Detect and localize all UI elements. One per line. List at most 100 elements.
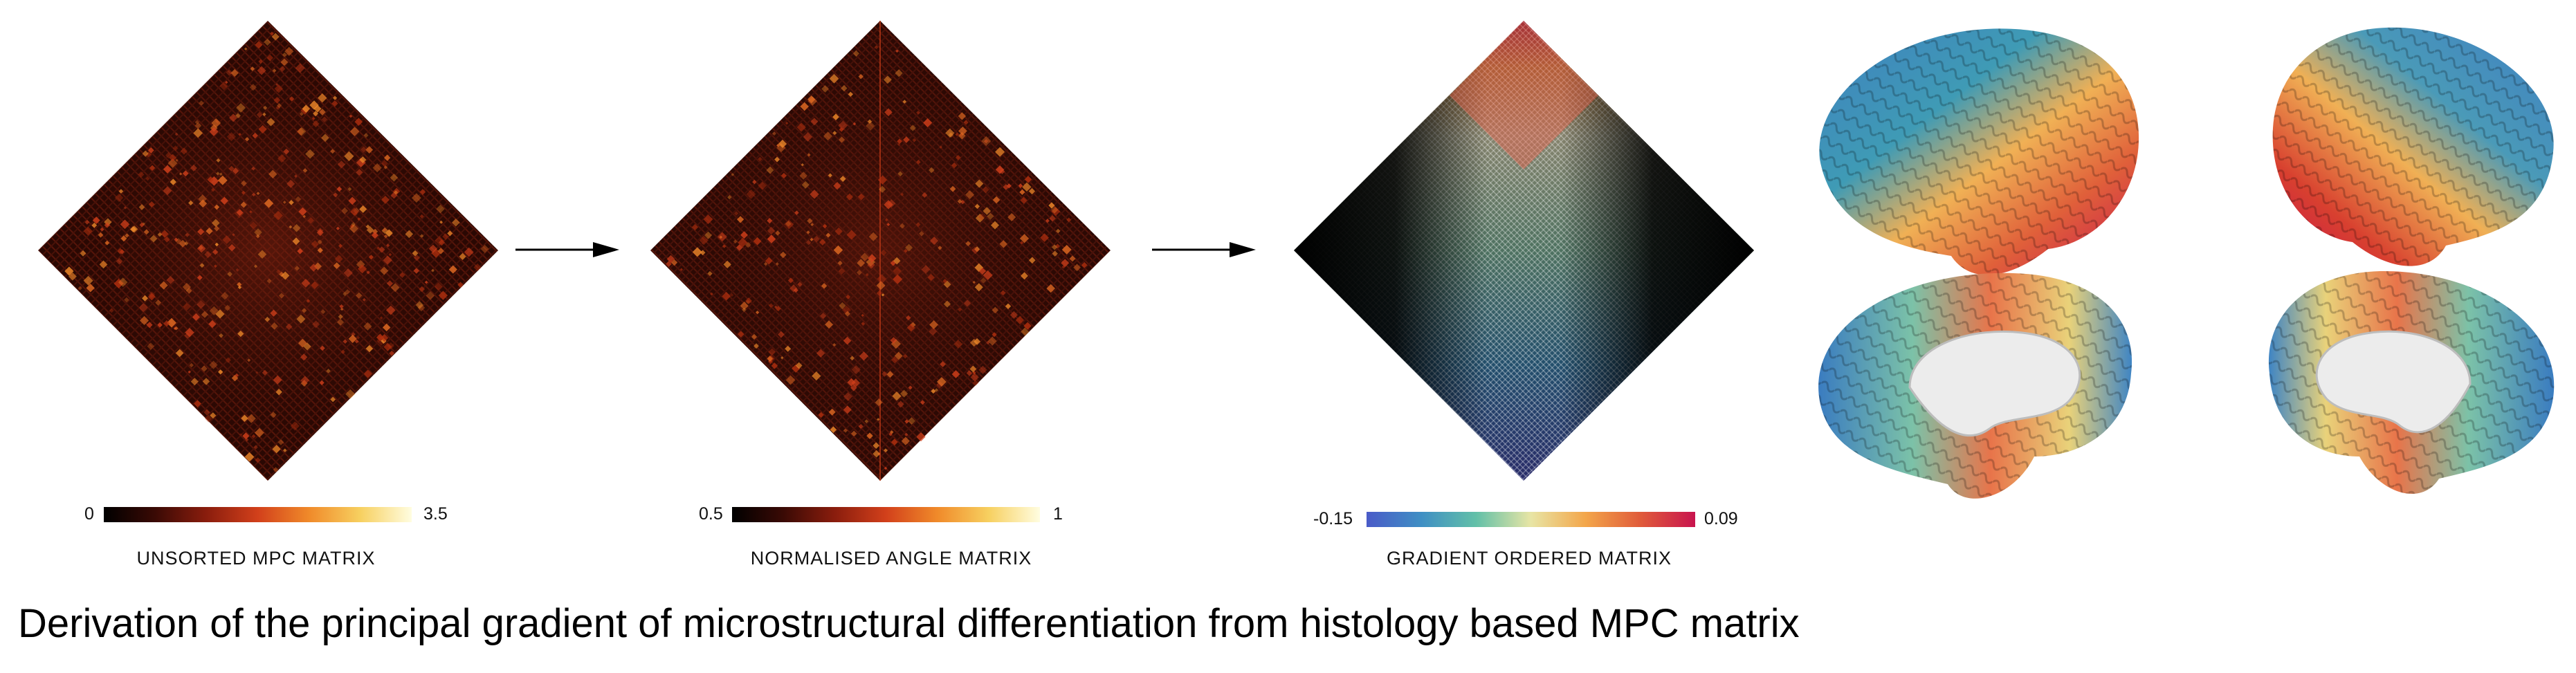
matrix-cell bbox=[131, 225, 138, 233]
matrix-cell bbox=[295, 63, 305, 73]
matrix-cell bbox=[340, 307, 344, 311]
matrix-cell bbox=[221, 292, 229, 300]
matrix-cell bbox=[349, 114, 353, 118]
matrix-cell bbox=[170, 178, 176, 185]
matrix-cell bbox=[244, 452, 255, 462]
matrix-cell bbox=[857, 193, 865, 201]
matrix-cell bbox=[805, 239, 812, 246]
matrix-cell bbox=[426, 291, 435, 300]
matrix-cell bbox=[356, 335, 360, 340]
matrix-cell bbox=[292, 223, 301, 232]
matrix-cell bbox=[182, 170, 189, 177]
matrix-cell bbox=[376, 246, 380, 250]
matrix-cell bbox=[972, 280, 976, 284]
matrix-cell bbox=[837, 260, 843, 266]
matrix-cell bbox=[766, 166, 774, 174]
matrix-cell bbox=[319, 380, 325, 385]
matrix-cell bbox=[142, 150, 149, 157]
matrix-cell bbox=[1061, 259, 1070, 268]
matrix-cell bbox=[306, 299, 311, 303]
colorbar-gradient-min: -0.15 bbox=[1313, 509, 1353, 528]
matrix-cell bbox=[292, 237, 300, 246]
colorbar-angle bbox=[732, 507, 1040, 522]
matrix-cell bbox=[412, 250, 419, 257]
matrix-cell bbox=[253, 445, 258, 450]
matrix-cell bbox=[366, 270, 370, 275]
matrix-cell bbox=[965, 241, 971, 246]
matrix-cell bbox=[311, 240, 319, 248]
matrix-cell bbox=[964, 299, 971, 307]
matrix-cell bbox=[413, 255, 421, 261]
matrix-cell bbox=[881, 293, 885, 297]
matrix-cell bbox=[902, 353, 908, 359]
matrix-cell bbox=[380, 266, 389, 275]
matrix-cell bbox=[235, 268, 239, 272]
matrix-cell bbox=[387, 342, 395, 350]
matrix-cell bbox=[382, 323, 391, 332]
matrix-cell bbox=[242, 432, 250, 440]
matrix-cell bbox=[807, 95, 816, 104]
matrix-cell bbox=[202, 378, 210, 385]
matrix-cell bbox=[217, 175, 228, 185]
matrix-cell bbox=[147, 293, 156, 301]
matrix-cell bbox=[1061, 245, 1072, 255]
matrix-cell bbox=[722, 244, 727, 248]
matrix-cell bbox=[780, 356, 784, 360]
matrix-cell bbox=[300, 376, 310, 385]
matrix-cell bbox=[1005, 303, 1012, 309]
matrix-cell bbox=[1028, 257, 1036, 264]
arrow-right-icon bbox=[515, 242, 619, 257]
matrix-cell bbox=[138, 303, 148, 313]
matrix-cell bbox=[252, 133, 258, 139]
gradient-ordered-matrix bbox=[1294, 21, 1754, 481]
matrix-cell bbox=[321, 133, 329, 142]
matrix-cell bbox=[198, 194, 207, 203]
matrix-cell bbox=[359, 205, 367, 213]
colorbar-mpc bbox=[104, 507, 412, 522]
matrix-cell bbox=[174, 132, 179, 136]
matrix-cell bbox=[884, 448, 888, 453]
matrix-cell bbox=[940, 361, 946, 367]
matrix-cell bbox=[778, 139, 787, 149]
matrix-cell bbox=[197, 275, 203, 281]
matrix-cell bbox=[1022, 182, 1032, 192]
matrix-cell bbox=[434, 282, 443, 291]
matrix-cell bbox=[915, 222, 921, 228]
matrix-cell bbox=[906, 323, 915, 332]
matrix-cell bbox=[214, 204, 220, 210]
matrix-cell bbox=[843, 336, 852, 345]
matrix-cell bbox=[874, 45, 879, 50]
matrix-cell bbox=[188, 370, 191, 374]
matrix-cell bbox=[268, 169, 277, 178]
matrix-cell bbox=[212, 249, 219, 255]
matrix-cell bbox=[214, 225, 220, 232]
matrix-cell bbox=[857, 259, 866, 268]
matrix-cell bbox=[275, 82, 279, 86]
matrix-cell bbox=[1045, 219, 1050, 223]
matrix-cell bbox=[861, 322, 866, 326]
matrix-cell bbox=[247, 358, 251, 362]
figure-caption: Derivation of the principal gradient of … bbox=[18, 601, 1800, 646]
matrix-cell bbox=[209, 360, 218, 369]
matrix-cell bbox=[317, 239, 322, 245]
matrix-cell bbox=[386, 280, 393, 287]
matrix-cell bbox=[691, 223, 699, 231]
matrix-cell bbox=[955, 155, 961, 160]
matrix-cell bbox=[722, 291, 731, 301]
matrix-cell bbox=[368, 255, 374, 260]
matrix-cell bbox=[832, 131, 837, 136]
matrix-cell bbox=[301, 308, 307, 313]
matrix-cell bbox=[953, 340, 963, 349]
matrix-cell bbox=[249, 221, 257, 230]
matrix-cell bbox=[452, 218, 460, 227]
colorbar-gradient bbox=[1367, 512, 1695, 527]
matrix-cell bbox=[307, 216, 314, 224]
arrow-right-icon bbox=[1152, 242, 1256, 257]
matrix-cell bbox=[145, 176, 150, 181]
matrix-cell bbox=[68, 272, 77, 281]
matrix-cell bbox=[266, 278, 272, 284]
matrix-cell bbox=[984, 139, 989, 144]
matrix-cell bbox=[927, 273, 935, 282]
matrix-cell bbox=[219, 333, 223, 338]
matrix-cell bbox=[300, 353, 308, 361]
